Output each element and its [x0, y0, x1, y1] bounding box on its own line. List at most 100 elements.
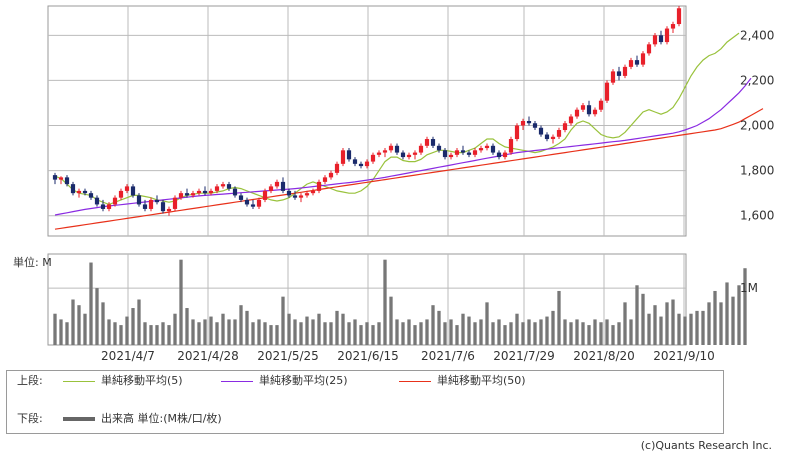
volume-bar: [287, 313, 291, 345]
volume-bar: [485, 302, 489, 345]
volume-bar: [623, 302, 627, 345]
candle-body: [502, 152, 508, 158]
volume-bar: [113, 322, 117, 345]
volume-bar: [179, 259, 183, 345]
volume-bar: [137, 299, 141, 345]
candle-body: [370, 154, 376, 162]
volume-bar: [317, 313, 321, 345]
volume-bar: [59, 319, 63, 345]
legend-swatch-ma25: [221, 380, 253, 382]
candle-body: [556, 130, 562, 137]
candle-body: [52, 175, 58, 180]
candle-body: [190, 193, 196, 196]
candle-body: [346, 150, 352, 160]
volume-bar: [659, 316, 663, 345]
legend-item-volume: 出来高 単位:(M株/口/枚): [63, 411, 222, 427]
candle-body: [508, 139, 514, 153]
legend-swatch-ma5: [63, 380, 95, 382]
volume-bar: [239, 305, 243, 345]
candle-body: [298, 195, 304, 198]
volume-bar: [425, 319, 429, 345]
volume-bar: [611, 325, 615, 345]
candle-body: [178, 193, 184, 198]
volume-bar: [395, 319, 399, 345]
volume-bar: [581, 322, 585, 345]
candle-body: [328, 172, 334, 178]
volume-bar: [437, 310, 441, 345]
price-y-tick-label: 1,600: [740, 209, 774, 223]
candle-body: [472, 150, 478, 155]
volume-bar: [737, 285, 741, 345]
volume-bar: [563, 319, 567, 345]
volume-bar: [365, 322, 369, 345]
volume-bar: [167, 325, 171, 345]
candle-body: [214, 186, 220, 191]
candle-body: [610, 71, 616, 83]
volume-bar: [335, 310, 339, 345]
price-y-tick-label: 2,000: [740, 119, 774, 133]
volume-bar: [293, 319, 297, 345]
candle-body: [256, 199, 262, 207]
volume-bar: [311, 319, 315, 345]
x-tick-label: 2021/4/28: [177, 349, 239, 363]
legend-label-ma50: 単純移動平均(50): [437, 374, 526, 387]
candle-body: [322, 177, 328, 182]
candle-body: [442, 150, 448, 158]
candle-body: [88, 193, 94, 198]
volume-bar: [599, 322, 603, 345]
volume-bar: [665, 302, 669, 345]
candle-body: [184, 193, 190, 196]
volume-bar: [629, 319, 633, 345]
volume-bar: [101, 302, 105, 345]
volume-bar: [647, 313, 651, 345]
volume-bar: [725, 282, 729, 345]
candle-body: [466, 152, 472, 155]
x-tick-label: 2021/5/25: [257, 349, 319, 363]
volume-bars: [53, 259, 747, 345]
volume-bar: [515, 313, 519, 345]
volume-bar: [545, 316, 549, 345]
volume-bar: [575, 319, 579, 345]
x-tick-label: 2021/7/6: [421, 349, 475, 363]
candle-body: [652, 35, 658, 45]
candle-body: [64, 177, 70, 185]
volume-bar: [221, 313, 225, 345]
volume-bar: [341, 313, 345, 345]
candle-body: [304, 193, 310, 196]
candle-body: [112, 197, 118, 205]
candle-body: [628, 60, 634, 67]
candle-body: [136, 195, 142, 205]
candle-body: [586, 105, 592, 115]
volume-bar: [131, 308, 135, 345]
candle-body: [124, 186, 130, 191]
candle-body: [484, 145, 490, 149]
candle-body: [448, 154, 454, 158]
candle-body: [142, 204, 148, 209]
candle-body: [394, 145, 400, 153]
volume-y-axis: 1M: [740, 281, 758, 295]
volume-bar: [275, 325, 279, 345]
candle-body: [352, 159, 358, 164]
volume-bar: [323, 322, 327, 345]
volume-bar: [617, 322, 621, 345]
candle-body: [544, 134, 550, 140]
volume-bar: [227, 319, 231, 345]
candle-body: [82, 190, 88, 194]
candle-body: [460, 150, 466, 153]
candle-body: [430, 139, 436, 146]
credit: (c)Quants Research Inc.: [640, 439, 772, 452]
volume-bar: [401, 322, 405, 345]
legend-label-ma5: 単純移動平均(5): [101, 374, 183, 387]
x-axis-labels: 2021/4/7 2021/4/28 2021/5/25 2021/6/15 2021/…: [101, 349, 715, 363]
volume-bar: [503, 325, 507, 345]
stock-chart: 1,600 1,800 2,000 2,200 2,400 1M 単位: M 2021/…: [13, 5, 774, 363]
candle-body: [574, 109, 580, 117]
candle-body: [226, 184, 232, 189]
volume-bar: [653, 305, 657, 345]
candle-body: [670, 24, 676, 29]
candle-body: [202, 190, 208, 194]
price-panel: [47, 5, 687, 237]
volume-bar: [53, 313, 57, 345]
candle-body: [364, 161, 370, 167]
ma50-line: [54, 108, 764, 230]
